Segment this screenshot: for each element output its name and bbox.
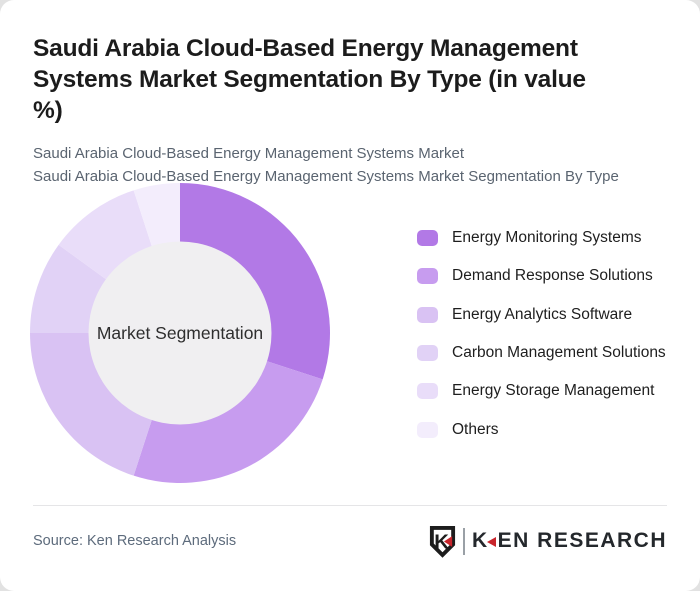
- donut-chart: Market Segmentation: [30, 183, 330, 483]
- legend-label: Energy Monitoring Systems: [452, 229, 642, 247]
- emblem-letter: K: [434, 531, 449, 553]
- subtitles: Saudi Arabia Cloud-Based Energy Manageme…: [33, 143, 673, 188]
- legend-item: Others: [417, 410, 666, 448]
- donut-center-label: Market Segmentation: [97, 323, 263, 343]
- legend-swatch: [417, 421, 438, 438]
- legend-swatch: [417, 345, 438, 362]
- legend-label: Demand Response Solutions: [452, 267, 653, 285]
- emblem-red-triangle-icon: [443, 535, 453, 547]
- ken-research-logo: K K EN RESEARCH: [428, 524, 667, 558]
- legend-swatch: [417, 306, 438, 323]
- source-text: Source: Ken Research Analysis: [33, 533, 237, 549]
- donut-chart-area: Market Segmentation: [30, 183, 330, 483]
- ken-research-shield-icon: K: [429, 525, 456, 558]
- logo-separator: [462, 527, 465, 555]
- legend-label: Energy Storage Management: [452, 382, 655, 400]
- legend-swatch: [417, 268, 438, 285]
- legend-label: Carbon Management Solutions: [452, 344, 666, 362]
- legend-swatch: [417, 230, 438, 247]
- subtitle-line-2: Saudi Arabia Cloud-Based Energy Manageme…: [33, 167, 619, 185]
- wordmark-k: K: [471, 529, 489, 552]
- wordmark-rest: EN RESEARCH: [497, 529, 667, 552]
- wordmark-red-triangle-icon: [486, 536, 496, 547]
- page-title: Saudi Arabia Cloud-Based Energy Manageme…: [33, 35, 586, 124]
- legend-item: Energy Monitoring Systems: [417, 219, 666, 257]
- subtitle-line-1: Saudi Arabia Cloud-Based Energy Manageme…: [33, 145, 465, 162]
- legend-label: Energy Analytics Software: [452, 305, 633, 323]
- legend-item: Carbon Management Solutions: [417, 334, 666, 372]
- legend: Energy Monitoring Systems Demand Response…: [417, 219, 666, 449]
- header: Saudi Arabia Cloud-Based Energy Manageme…: [33, 33, 673, 188]
- legend-swatch: [417, 383, 438, 400]
- logo-wordmark: K EN RESEARCH: [472, 529, 667, 553]
- legend-item: Energy Analytics Software: [417, 296, 666, 334]
- legend-label: Others: [452, 420, 499, 438]
- legend-item: Demand Response Solutions: [417, 257, 666, 295]
- legend-item: Energy Storage Management: [417, 372, 666, 410]
- donut-center: [88, 241, 272, 425]
- footer-divider: [33, 505, 667, 506]
